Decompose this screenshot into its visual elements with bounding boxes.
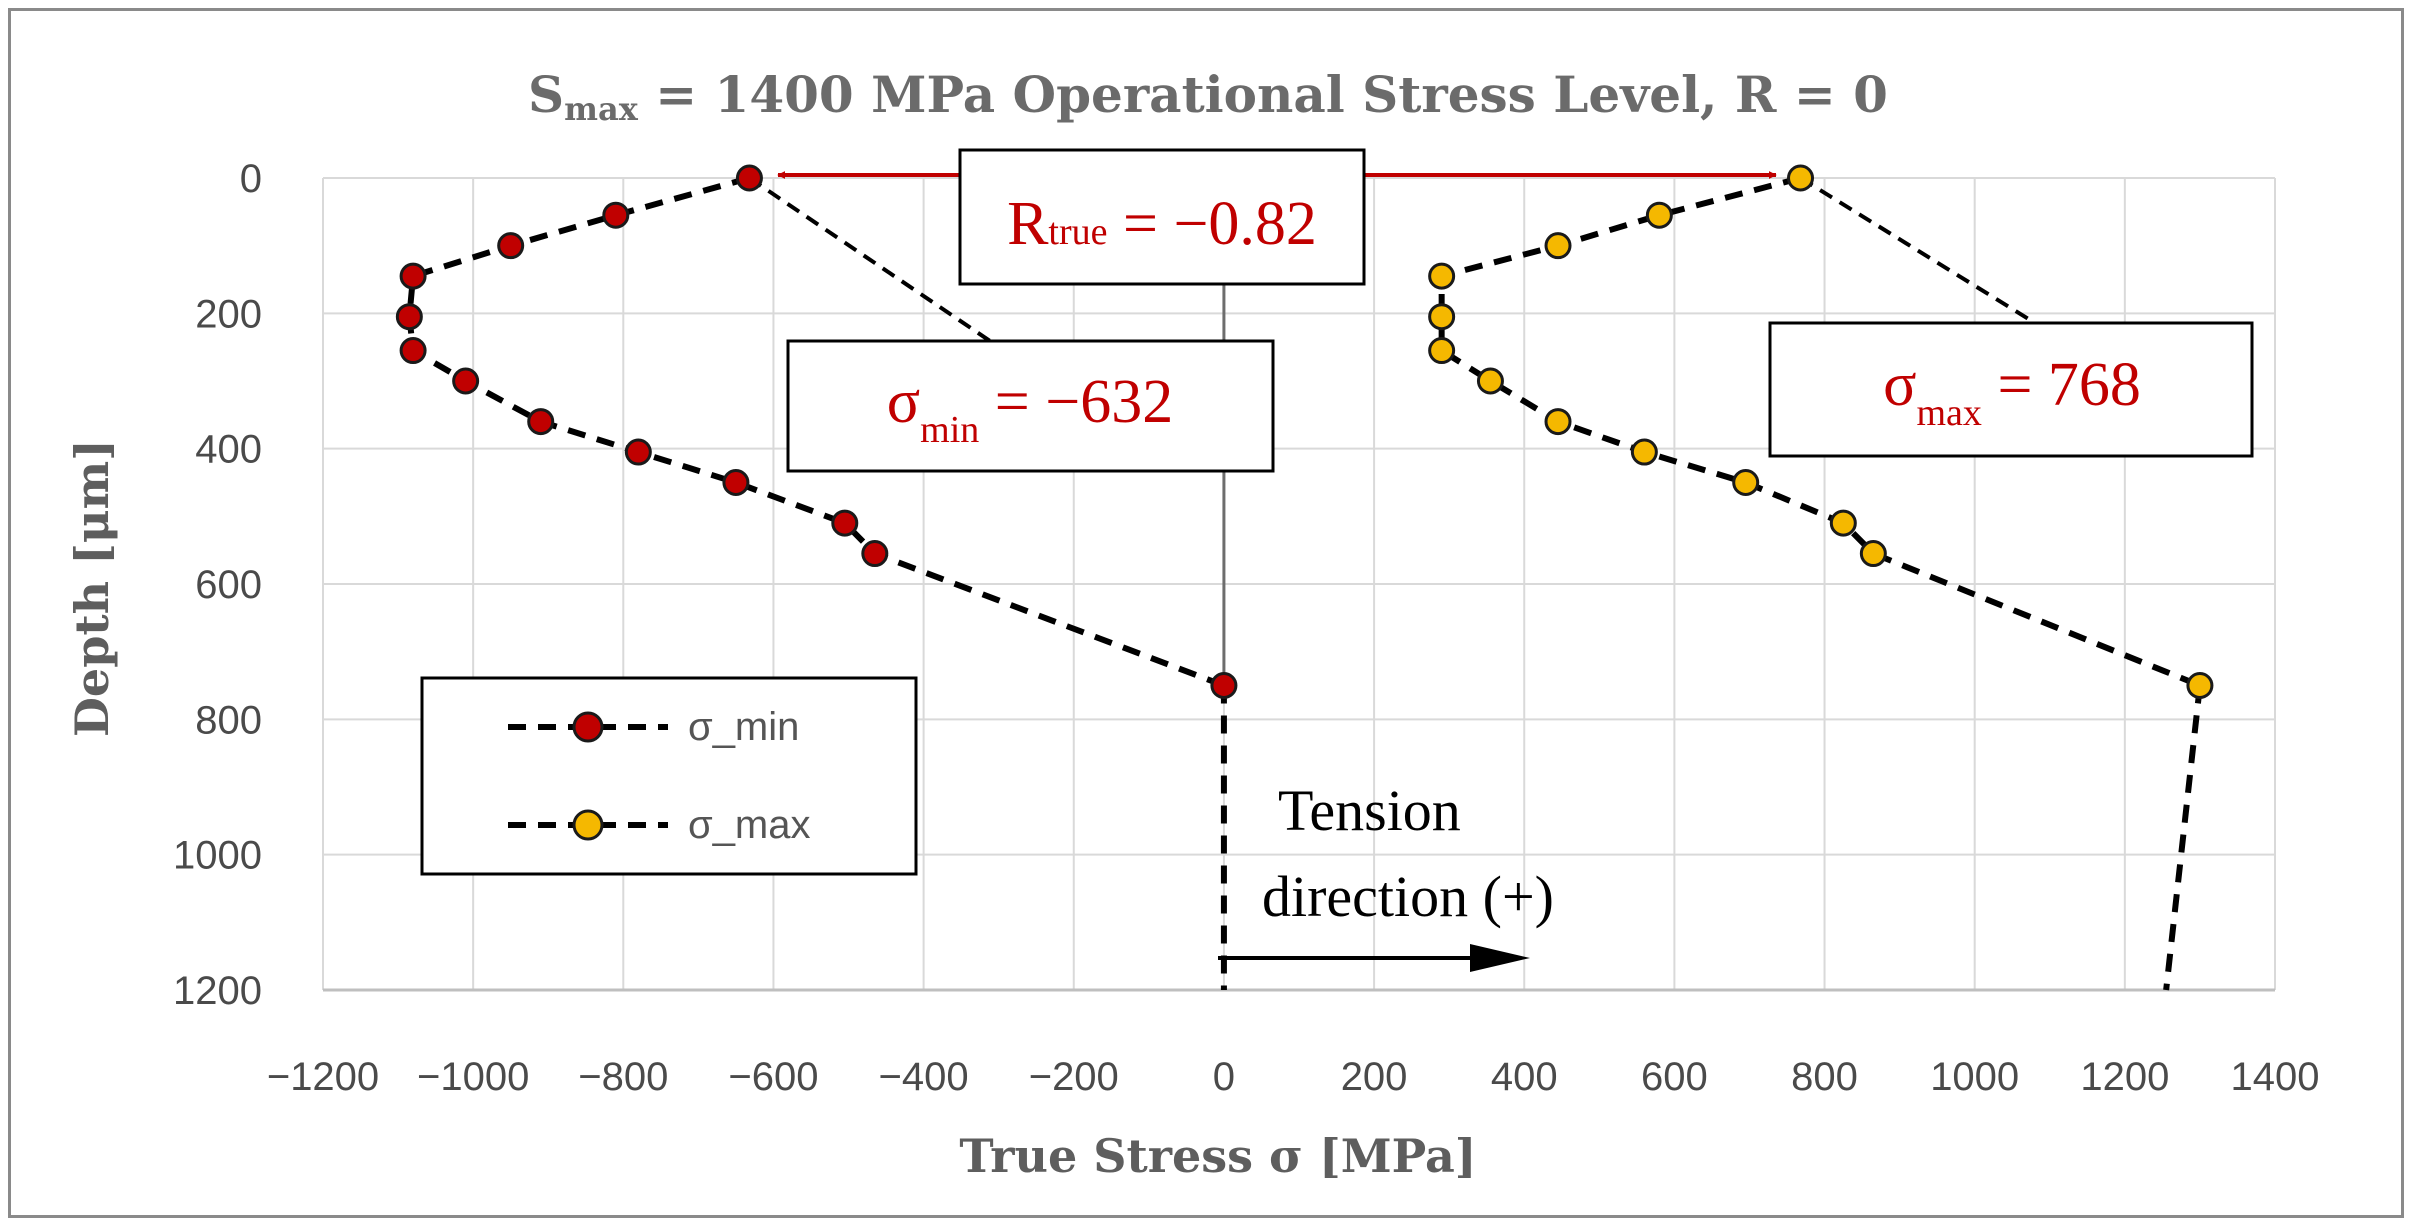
tension-label-line1: Tension xyxy=(1278,778,1461,843)
sigma-max-label: σmax = 768 xyxy=(1883,351,2141,434)
x-tick-label: 400 xyxy=(1491,1055,1558,1099)
title-subscript: max xyxy=(564,90,639,128)
y-tick-label: 400 xyxy=(195,428,262,472)
title-prefix: S xyxy=(528,65,564,124)
tension-arrow-head xyxy=(1470,944,1530,972)
chart-title: Smax = 1400 MPa Operational Stress Level… xyxy=(528,65,1888,128)
legend-label-sigma-max: σ_max xyxy=(688,803,811,847)
data-point-sigma-min xyxy=(861,540,889,568)
legend-marker-sigma-min xyxy=(572,711,604,743)
r-true-label: Rtrue = −0.82 xyxy=(1007,190,1317,258)
data-point-sigma-min xyxy=(831,509,859,537)
data-point-sigma-max xyxy=(1544,232,1572,260)
data-point-sigma-max xyxy=(1859,540,1887,568)
x-tick-label: 1200 xyxy=(2080,1055,2169,1099)
y-tick-label: 1000 xyxy=(173,834,262,878)
data-point-sigma-max xyxy=(1829,509,1857,537)
data-point-sigma-max xyxy=(1476,367,1504,395)
data-point-sigma-max xyxy=(1428,303,1456,331)
data-point-sigma-max xyxy=(1428,337,1456,365)
data-point-sigma-max xyxy=(2186,672,2214,699)
y-axis-label: Depth [μm] xyxy=(65,439,119,737)
x-tick-label: 600 xyxy=(1641,1055,1708,1099)
x-tick-label: −600 xyxy=(728,1055,818,1099)
data-point-sigma-max xyxy=(1428,262,1456,290)
data-point-sigma-max xyxy=(1630,438,1658,466)
leader-line-sigma-min xyxy=(748,176,992,343)
data-point-sigma-min xyxy=(624,438,652,466)
x-tick-label: −400 xyxy=(879,1055,969,1099)
x-tick-label: 200 xyxy=(1341,1055,1408,1099)
sigma-min-label: σmin = −632 xyxy=(887,368,1173,451)
x-tick-label: −800 xyxy=(578,1055,668,1099)
r-true-box xyxy=(958,148,1366,286)
data-point-sigma-max xyxy=(1645,201,1673,229)
x-tick-label: 0 xyxy=(1213,1055,1235,1099)
y-tick-label: 200 xyxy=(195,292,262,336)
x-tick-label: −200 xyxy=(1029,1055,1119,1099)
x-tick-label: 1000 xyxy=(1930,1055,2019,1099)
sigma-min-box xyxy=(786,339,1275,473)
legend-box xyxy=(420,676,918,876)
data-point-sigma-min xyxy=(452,367,480,395)
y-tick-label: 0 xyxy=(240,157,262,201)
data-point-sigma-max xyxy=(1732,469,1760,496)
x-tick-label: 1400 xyxy=(2231,1055,2320,1099)
data-point-sigma-min xyxy=(602,201,630,229)
data-point-sigma-max xyxy=(1787,164,1815,192)
data-point-sigma-min xyxy=(735,164,763,192)
data-point-sigma-min xyxy=(399,337,427,365)
legend-marker-sigma-max xyxy=(572,809,604,841)
tick-labels: −1200 −1000 −800 −600 −400 −200 0 200 400 600 800 1… xyxy=(173,157,2319,1099)
leader-line-sigma-max xyxy=(1799,176,2037,325)
x-tick-label: −1000 xyxy=(417,1055,529,1099)
y-tick-label: 1200 xyxy=(173,969,262,1013)
x-tick-label: −1200 xyxy=(267,1055,379,1099)
tension-label-line2: direction (+) xyxy=(1262,864,1554,929)
y-tick-label: 800 xyxy=(195,698,262,742)
data-point-sigma-min xyxy=(399,262,427,290)
x-tick-label: 800 xyxy=(1791,1055,1858,1099)
data-point-sigma-min xyxy=(1210,672,1238,699)
data-point-sigma-min xyxy=(497,232,525,260)
y-tick-label: 600 xyxy=(195,563,262,607)
sigma-max-box xyxy=(1768,321,2254,458)
legend-label-sigma-min: σ_min xyxy=(688,705,799,749)
series-tail-sigma-max xyxy=(2163,685,2203,991)
data-point-sigma-min xyxy=(527,408,555,436)
data-point-sigma-min xyxy=(395,303,423,331)
data-point-sigma-max xyxy=(1544,408,1572,436)
figure-frame xyxy=(8,8,2404,1218)
x-axis-label: True Stress σ [MPa] xyxy=(959,1129,1476,1183)
series-layer xyxy=(395,164,2214,991)
data-point-sigma-min xyxy=(722,469,750,496)
title-suffix: = 1400 MPa Operational Stress Level, R =… xyxy=(638,65,1888,124)
